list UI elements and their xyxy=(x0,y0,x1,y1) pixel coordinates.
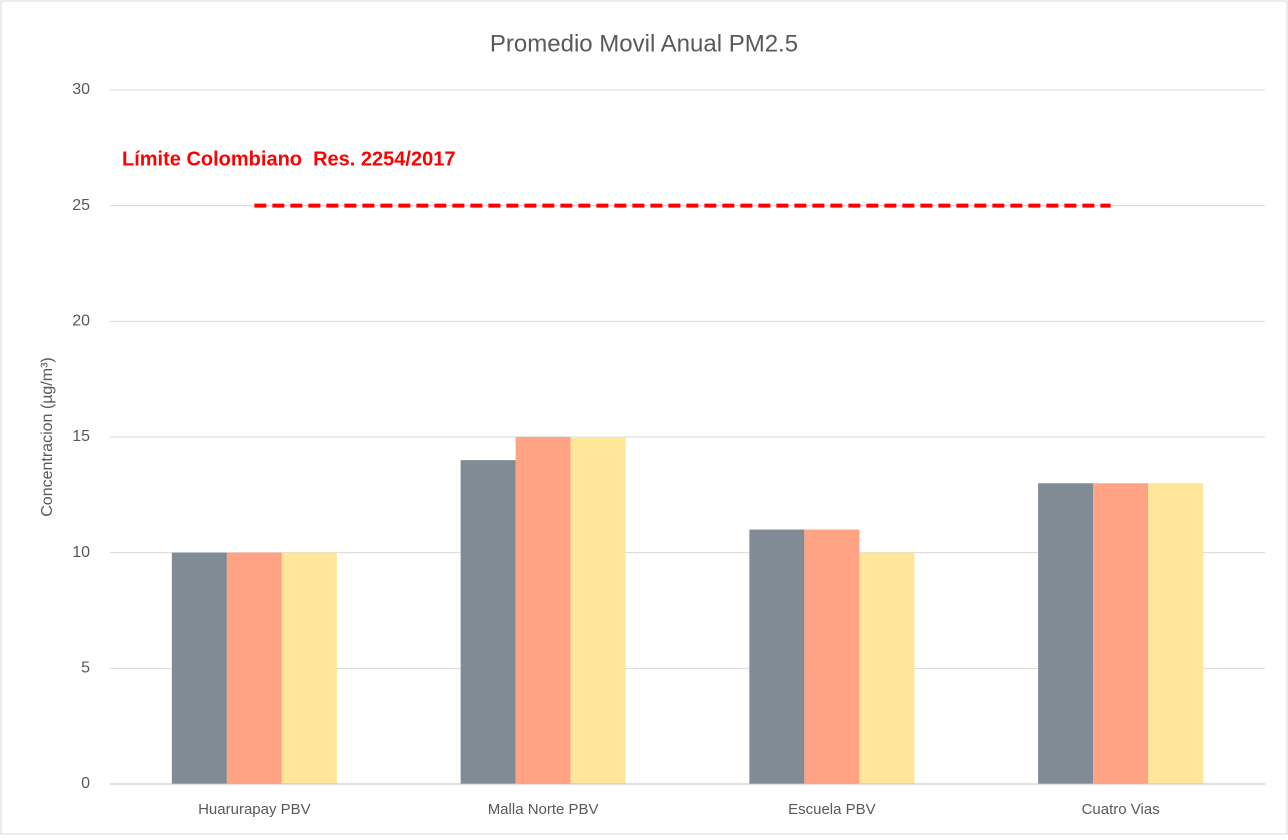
bar xyxy=(460,460,516,784)
y-tick-label: 10 xyxy=(72,544,90,561)
bar xyxy=(171,552,227,784)
y-tick-label: 5 xyxy=(81,660,90,677)
bar xyxy=(570,437,626,784)
y-tick-label: 30 xyxy=(72,81,90,98)
bar xyxy=(281,552,337,784)
y-tick-label: 25 xyxy=(72,197,90,214)
bar xyxy=(515,437,571,784)
y-tick-label: 15 xyxy=(72,428,90,445)
y-tick-label: 20 xyxy=(72,313,90,330)
bar xyxy=(859,552,915,784)
chart-title: Promedio Movil Anual PM2.5 xyxy=(490,30,798,57)
y-tick-label: 0 xyxy=(81,775,90,792)
y-axis-label: Concentracion (µg/m³) xyxy=(39,357,56,517)
bar xyxy=(1038,483,1094,784)
x-tick-label: Huarurapay PBV xyxy=(198,801,311,818)
bar xyxy=(749,529,805,784)
bar xyxy=(1148,483,1204,784)
bar xyxy=(804,529,860,784)
bar xyxy=(1093,483,1149,784)
bar xyxy=(226,552,282,784)
x-tick-label: Malla Norte PBV xyxy=(488,801,599,818)
x-tick-label: Cuatro Vias xyxy=(1082,801,1160,818)
reference-label: Límite Colombiano Res. 2254/2017 xyxy=(122,148,455,170)
x-tick-label: Escuela PBV xyxy=(788,801,876,818)
